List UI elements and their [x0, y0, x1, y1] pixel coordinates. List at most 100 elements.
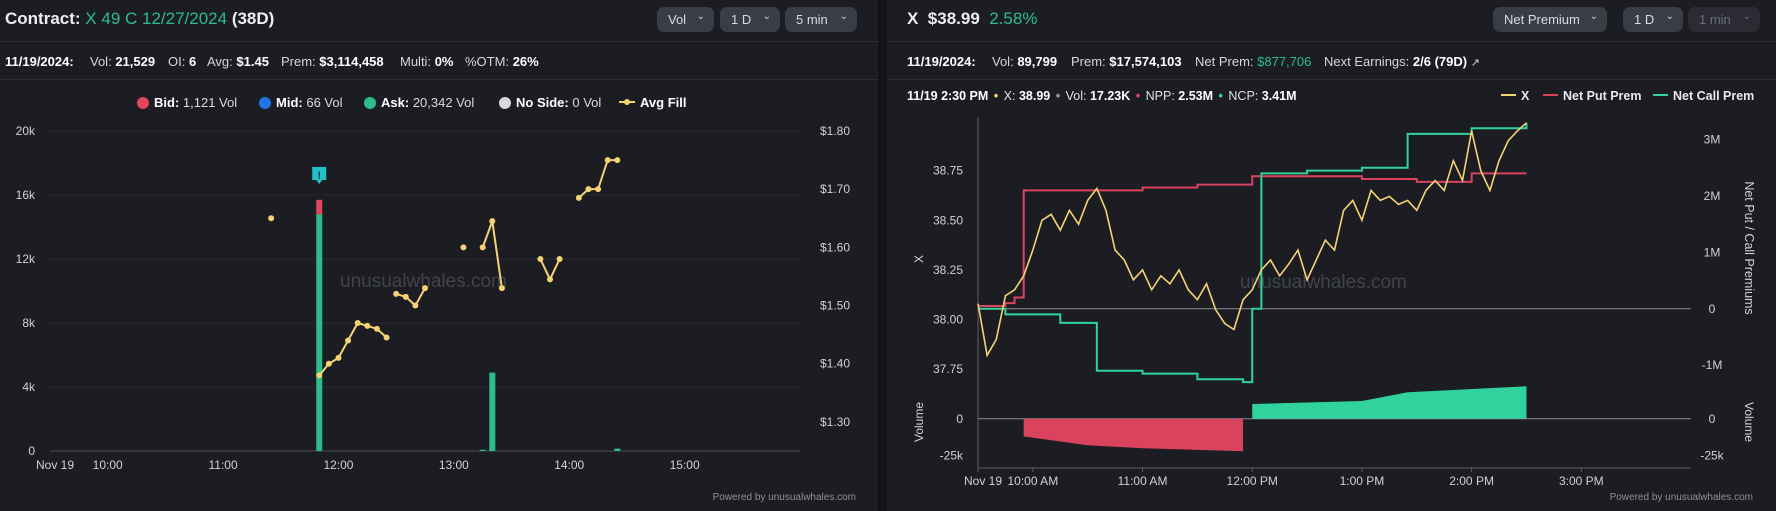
- ticker-change: 2.58%: [989, 9, 1038, 28]
- stats-volume: Vol: 21,529: [90, 54, 156, 69]
- x-tick-label: 1:00 PM: [1340, 474, 1385, 488]
- stats-multi: Multi: 0%: [400, 54, 454, 69]
- legend-mid[interactable]: Mid: 66 Vol: [259, 95, 343, 110]
- mid-dot-icon: [259, 97, 271, 109]
- bid-volume-bar: [316, 199, 323, 215]
- ask-volume-bar: [479, 449, 486, 451]
- x-tick-label: 12:00: [323, 458, 353, 472]
- legend-net-call[interactable]: Net Call Prem: [1653, 89, 1754, 103]
- range-select-label: 1 D: [1634, 12, 1655, 27]
- y-axis-title: X: [912, 255, 926, 263]
- external-link-icon[interactable]: ↗: [1470, 57, 1480, 69]
- y2-axis-title: Net Put / Call Premiums: [1742, 181, 1756, 314]
- right-powered-by[interactable]: Powered by unusualwhales.com: [1609, 492, 1753, 503]
- x-tick-label: 10:00 AM: [1007, 474, 1058, 488]
- legend-bid[interactable]: Bid: 1,121 Vol: [137, 95, 237, 110]
- legend-x[interactable]: X: [1501, 89, 1529, 103]
- avg-fill-point: [268, 215, 275, 222]
- avg-fill-point: [585, 186, 592, 193]
- chevron-down-icon: ⌄: [696, 11, 705, 22]
- avg-fill-line: [539, 258, 561, 282]
- contract-volume-chart[interactable]: 0 4k 8k 12k 16k 20k $1.30 $1.40 $1.50 $1.60 $1.70 $…: [0, 0, 878, 511]
- net-put-prem-line: [978, 172, 1527, 307]
- stats-date: 11/19/2024:: [5, 54, 74, 69]
- net-premium-chart[interactable]: 37.75 38.00 38.25 38.50 38.75 -1M 0 1M 2M 3M -25k -…: [887, 0, 1776, 511]
- ticker-symbol[interactable]: X: [907, 9, 919, 28]
- left-powered-by[interactable]: Powered by unusualwhales.com: [712, 492, 856, 503]
- avg-fill-point: [422, 285, 428, 292]
- ticker-panel: X $38.99 2.58% Net Premium ⌄ 1 D ⌄ 1 min…: [887, 0, 1776, 511]
- chart-mode-label: Net Premium: [1504, 12, 1580, 27]
- stats-next-earnings[interactable]: Next Earnings: 2/6 (79D) ↗: [1324, 54, 1480, 69]
- range-select[interactable]: 1 D ⌄: [720, 7, 780, 32]
- x-dot-icon: •: [993, 89, 999, 103]
- chevron-down-icon: ⌄: [1665, 11, 1674, 22]
- chevron-down-icon: ⌄: [839, 11, 848, 22]
- chart-mode-select[interactable]: Net Premium ⌄: [1493, 7, 1607, 32]
- y-tick-right: 3M: [1704, 133, 1721, 147]
- contract-dte: (38D): [231, 9, 275, 28]
- contract-title: Contract: X 49 C 12/27/2024 (38D): [5, 9, 274, 29]
- npp-dot-icon: •: [1135, 89, 1141, 103]
- avg-fill-point: [325, 360, 332, 367]
- x-tick-label: 2:00 PM: [1449, 474, 1494, 488]
- x-tick-label: 10:00: [93, 458, 123, 472]
- range-select[interactable]: 1 D ⌄: [1623, 7, 1683, 32]
- y-tick-right: 2M: [1704, 189, 1721, 203]
- y-tick-left: 38.75: [933, 164, 963, 178]
- y-tick-right: $1.80: [820, 124, 850, 138]
- avg-fill-point: [345, 337, 352, 344]
- put-line-icon: [1543, 94, 1558, 96]
- avg-fill-point: [373, 325, 380, 332]
- volume-axis-title: Volume: [912, 402, 926, 442]
- avg-fill-point: [364, 322, 371, 329]
- x-tick-label: 14:00: [554, 458, 584, 472]
- avg-fill-point: [335, 354, 342, 361]
- watermark: unusualwhales.com: [1240, 272, 1407, 293]
- x-tick-label: 12:00 PM: [1227, 474, 1278, 488]
- y-tick-right: $1.50: [820, 299, 850, 313]
- x-tick-label: Nov 19: [36, 458, 74, 472]
- interval-select[interactable]: 1 min ⌄: [1688, 7, 1760, 32]
- volume-tick-right: 0: [1709, 412, 1716, 426]
- legend-net-put[interactable]: Net Put Prem: [1543, 89, 1642, 103]
- metric-select[interactable]: Vol ⌄: [657, 7, 714, 32]
- x-tick-label: 11:00: [209, 458, 238, 472]
- interval-select-label: 5 min: [796, 12, 828, 27]
- y-tick-left: 4k: [22, 380, 36, 394]
- avg-fill-point: [412, 302, 419, 309]
- ticker-stats-bar: 11/19/2024: Vol: 89,799 Prem: $17,574,10…: [887, 43, 1776, 80]
- avg-fill-point: [537, 256, 544, 262]
- avg-fill-point: [393, 290, 400, 297]
- avg-fill-point: [575, 194, 582, 201]
- chevron-down-icon: ⌄: [1742, 11, 1751, 22]
- avg-fill-point: [316, 372, 323, 379]
- x-tick-label: Nov 19: [964, 474, 1002, 488]
- stats-avg: Avg: $1.45: [207, 54, 269, 69]
- avg-fill-line: [578, 159, 618, 199]
- legend-ask[interactable]: Ask: 20,342 Vol: [364, 95, 474, 110]
- y-tick-left: 37.75: [933, 362, 963, 376]
- stats-otm: %OTM: 26%: [465, 54, 539, 69]
- legend-avg-fill[interactable]: Avg Fill: [618, 95, 686, 110]
- legend-no-side[interactable]: No Side: 0 Vol: [499, 95, 601, 110]
- avg-fill-point: [556, 256, 563, 262]
- avg-fill-point: [489, 218, 496, 225]
- contract-title-prefix: Contract:: [5, 9, 81, 28]
- net-call-prem-line: [978, 122, 1528, 384]
- contract-symbol[interactable]: X 49 C 12/27/2024: [85, 9, 228, 28]
- avg-fill-point: [604, 157, 611, 164]
- chevron-down-icon: ⌄: [762, 11, 771, 22]
- x-tick-label: 3:00 PM: [1559, 474, 1604, 488]
- y-tick-right: $1.40: [820, 357, 850, 371]
- panel-divider[interactable]: [878, 0, 887, 511]
- stats-premium: Prem: $17,574,103: [1071, 54, 1182, 69]
- watermark: unusualwhales.com: [340, 271, 507, 292]
- ticker-title: X $38.99 2.58%: [907, 9, 1037, 29]
- y-tick-right: $1.60: [820, 240, 850, 254]
- x-line-icon: [1501, 94, 1516, 96]
- no-side-dot-icon: [499, 97, 511, 109]
- interval-select[interactable]: 5 min ⌄: [785, 7, 857, 32]
- vol-dot-icon: •: [1055, 89, 1061, 103]
- avg-fill-point: [402, 293, 409, 300]
